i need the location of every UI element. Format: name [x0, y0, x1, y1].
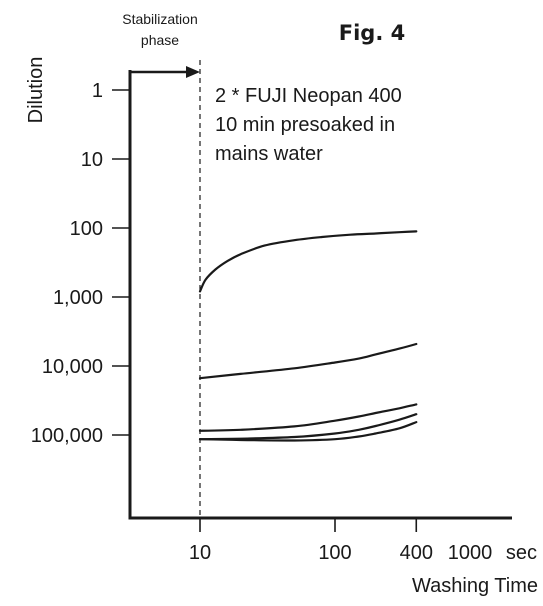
y-tick-label: 100,000	[31, 425, 103, 447]
axes	[128, 70, 512, 520]
y-tick-label: 1,000	[53, 287, 103, 309]
annotation-line-3: mains water	[215, 143, 323, 165]
figure-label: Fig. 4	[339, 21, 405, 45]
x-tick-label: 100	[318, 542, 351, 564]
series-line-1	[198, 230, 418, 293]
y-tick-label: 10	[81, 149, 103, 171]
annotation-line-1: 2 * FUJI Neopan 400	[215, 85, 402, 107]
y-tick-label: 1	[92, 80, 103, 102]
stabilization-phase-arrowhead	[186, 66, 200, 78]
series-group	[198, 230, 418, 442]
tick-group: 1 10 100 1,000 10,000 100,000 10 100 400 1000	[31, 80, 493, 564]
x-axis-unit: sec	[506, 542, 537, 564]
x-tick-label: 400	[400, 542, 433, 564]
series-line-5	[198, 421, 418, 442]
y-tick-label: 10,000	[42, 356, 103, 378]
series-line-4	[198, 413, 418, 441]
y-axis-title: Dilution	[25, 57, 47, 124]
annotation-line-2: 10 min presoaked in	[215, 114, 395, 136]
series-line-3	[198, 403, 418, 432]
phase-label-line-1: Stabilization	[122, 11, 198, 27]
x-tick-label: 10	[189, 542, 211, 564]
series-line-2	[198, 342, 418, 380]
x-axis-title: Washing Time	[412, 575, 538, 597]
x-tick-label: 1000	[448, 542, 493, 564]
y-tick-label: 100	[70, 218, 103, 240]
phase-label-line-2: phase	[141, 32, 179, 48]
